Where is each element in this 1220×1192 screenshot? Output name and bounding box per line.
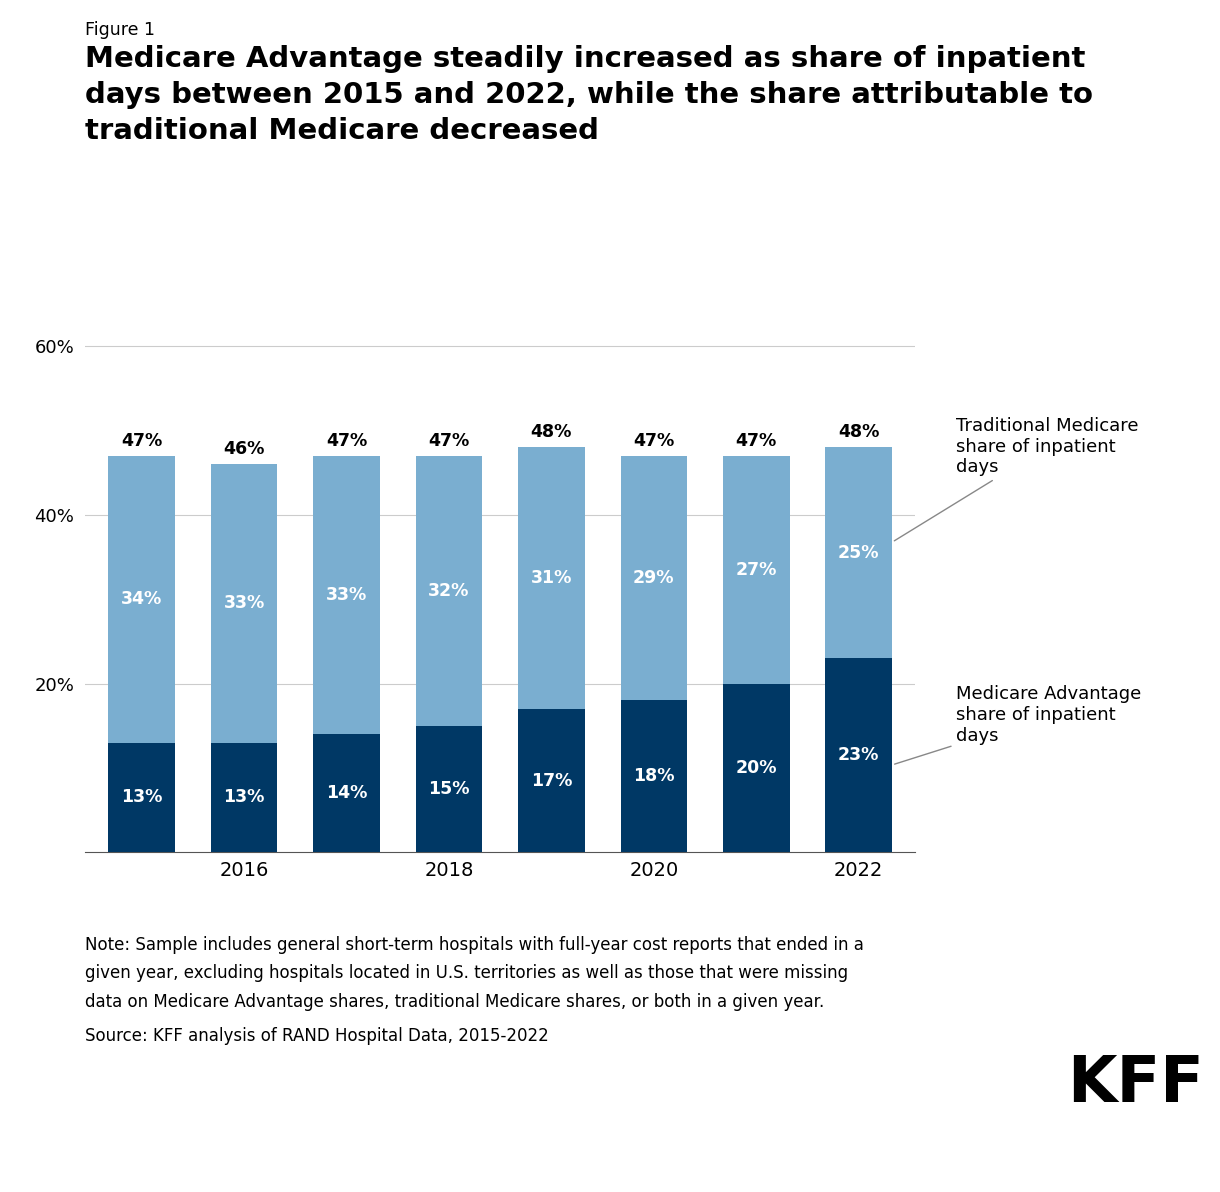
Text: 47%: 47% — [428, 432, 470, 449]
Text: 23%: 23% — [838, 746, 880, 764]
Text: 13%: 13% — [121, 788, 162, 807]
Text: 34%: 34% — [121, 590, 162, 608]
Text: 18%: 18% — [633, 768, 675, 786]
Bar — [621, 701, 687, 852]
Text: 47%: 47% — [736, 432, 777, 449]
Bar — [416, 455, 482, 726]
Bar — [826, 447, 892, 658]
Bar — [723, 455, 789, 683]
Text: Figure 1: Figure 1 — [85, 21, 155, 39]
Text: KFF: KFF — [1068, 1053, 1204, 1115]
Text: 31%: 31% — [531, 569, 572, 588]
Text: 15%: 15% — [428, 780, 470, 797]
Text: 20%: 20% — [736, 759, 777, 777]
Text: data on Medicare Advantage shares, traditional Medicare shares, or both in a giv: data on Medicare Advantage shares, tradi… — [85, 993, 825, 1011]
Text: 27%: 27% — [736, 560, 777, 578]
Text: 33%: 33% — [223, 595, 265, 613]
Text: Source: KFF analysis of RAND Hospital Data, 2015-2022: Source: KFF analysis of RAND Hospital Da… — [85, 1028, 549, 1045]
Text: 14%: 14% — [326, 784, 367, 802]
Bar — [826, 658, 892, 852]
Text: Traditional Medicare
share of inpatient
days: Traditional Medicare share of inpatient … — [894, 417, 1139, 541]
Bar — [518, 709, 584, 852]
Text: 47%: 47% — [326, 432, 367, 449]
Bar — [416, 726, 482, 852]
Text: 46%: 46% — [223, 440, 265, 459]
Text: 48%: 48% — [838, 423, 880, 441]
Text: Note: Sample includes general short-term hospitals with full-year cost reports t: Note: Sample includes general short-term… — [85, 936, 864, 954]
Bar — [211, 464, 277, 743]
Text: 17%: 17% — [531, 771, 572, 789]
Bar — [621, 455, 687, 701]
Bar — [518, 447, 584, 709]
Text: 48%: 48% — [531, 423, 572, 441]
Text: 47%: 47% — [633, 432, 675, 449]
Text: Medicare Advantage steadily increased as share of inpatient
days between 2015 an: Medicare Advantage steadily increased as… — [85, 45, 1093, 144]
Text: 32%: 32% — [428, 582, 470, 600]
Text: 33%: 33% — [326, 586, 367, 604]
Bar — [314, 455, 379, 734]
Text: 25%: 25% — [838, 544, 880, 561]
Bar — [723, 683, 789, 852]
Text: 29%: 29% — [633, 569, 675, 588]
Text: 47%: 47% — [121, 432, 162, 449]
Bar — [109, 455, 174, 743]
Bar — [109, 743, 174, 852]
Text: Medicare Advantage
share of inpatient
days: Medicare Advantage share of inpatient da… — [894, 685, 1142, 764]
Bar — [211, 743, 277, 852]
Bar — [314, 734, 379, 852]
Text: given year, excluding hospitals located in U.S. territories as well as those tha: given year, excluding hospitals located … — [85, 964, 849, 982]
Text: 13%: 13% — [223, 788, 265, 807]
